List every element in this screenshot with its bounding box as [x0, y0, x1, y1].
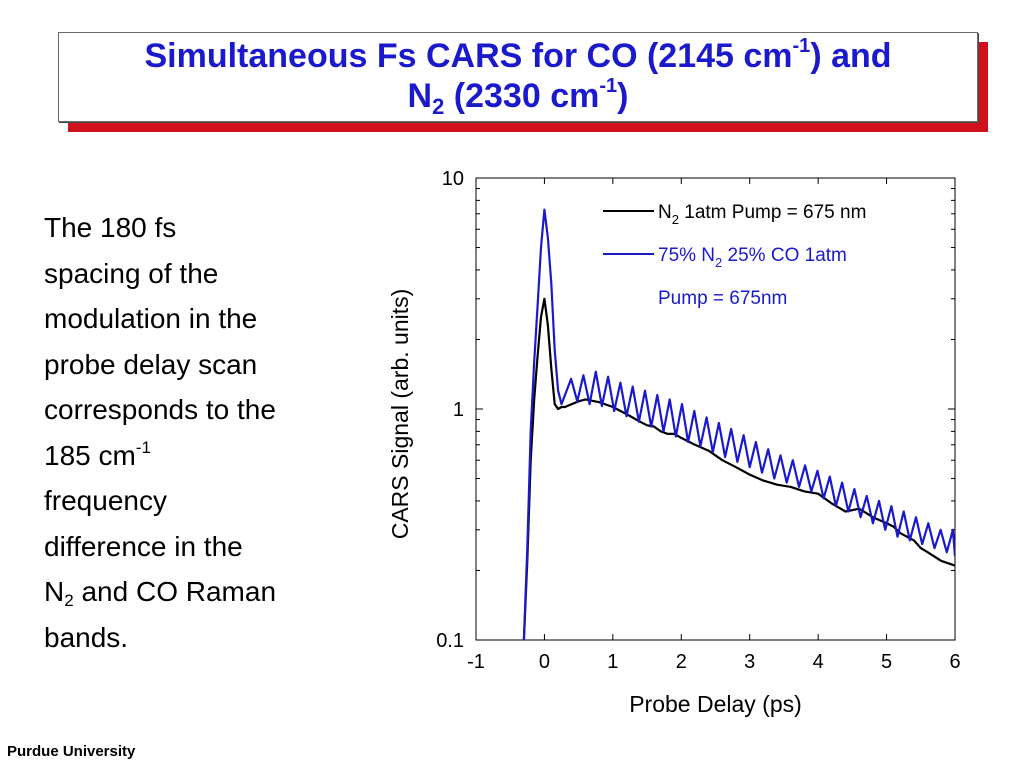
explanation-line: modulation in the: [44, 303, 258, 334]
explanation-line: 185 cm-1: [44, 433, 344, 479]
x-tick-label: 5: [881, 651, 892, 673]
legend-text: N: [658, 202, 672, 223]
title-line-2-end: ): [617, 77, 629, 115]
title-line-2: N2 (2330 cm-1): [59, 75, 977, 119]
explanation-line: probe delay scan: [44, 348, 258, 380]
slide-title: Simultaneous Fs CARS for CO (2145 cm-1) …: [59, 36, 977, 119]
explanation-line: spacing of the: [44, 257, 219, 289]
y-tick-label: 0.1: [436, 630, 464, 652]
x-axis-label: Probe Delay (ps): [629, 691, 802, 717]
series-line-n2-co: [522, 208, 955, 640]
title-line-2-middle: (2330 cm: [444, 77, 600, 115]
explanation-line: corresponds to the: [44, 394, 276, 425]
x-tick-label: 0: [539, 651, 550, 673]
legend-text-end: 1atm Pump = 675 nm: [679, 202, 866, 223]
explanation-line-text: 185 cm: [44, 439, 136, 471]
y-axis-label: CARS Signal (arb. units): [387, 289, 413, 540]
title-line-1-text: Simultaneous Fs CARS for CO (2145 cm: [144, 37, 793, 75]
footer-institution: Purdue University: [7, 743, 136, 760]
x-tick-label: 3: [744, 651, 755, 673]
explanation-text: The 180 fs spacing of the modulation in …: [44, 205, 344, 660]
title-line-2-subscript: 2: [432, 94, 445, 119]
x-tick-label: -1: [467, 651, 485, 673]
y-tick-label: 1: [453, 399, 464, 421]
title-line-2-text: N: [407, 77, 433, 115]
explanation-subscript: 2: [64, 591, 74, 610]
x-tick-label: 4: [813, 651, 824, 673]
explanation-line: bands.: [44, 621, 129, 653]
legend-text-end: 25% CO 1atm: [722, 245, 847, 266]
explanation-line-end: and CO Raman: [73, 576, 277, 607]
series-line-n2: [522, 297, 955, 640]
x-tick-label: 2: [676, 651, 687, 673]
title-line-2-superscript: -1: [599, 75, 618, 97]
explanation-superscript: -1: [135, 437, 151, 457]
legend-text: 75% N: [658, 245, 715, 266]
explanation-line: difference in the: [44, 530, 243, 562]
y-tick-label: 10: [442, 168, 464, 190]
x-tick-label: 6: [949, 651, 960, 673]
title-line-1-end: ) and: [810, 37, 892, 75]
title-box: Simultaneous Fs CARS for CO (2145 cm-1) …: [58, 32, 978, 122]
legend-label-n2: N2 1atm Pump = 675 nm: [658, 202, 866, 227]
title-line-1-superscript: -1: [792, 35, 811, 57]
explanation-line: N2 and CO Raman: [44, 569, 344, 615]
explanation-line: The 180 fs: [44, 212, 177, 243]
legend-label-n2-co: 75% N2 25% CO 1atm: [658, 245, 847, 270]
explanation-line-text: N: [44, 576, 65, 607]
x-tick-label: 1: [607, 651, 618, 673]
legend-subscript: 2: [672, 212, 679, 227]
legend-subscript: 2: [715, 255, 722, 270]
explanation-line: frequency: [44, 485, 167, 516]
title-line-1: Simultaneous Fs CARS for CO (2145 cm-1) …: [59, 36, 977, 76]
legend-label-line2: Pump = 675nm: [658, 288, 787, 309]
